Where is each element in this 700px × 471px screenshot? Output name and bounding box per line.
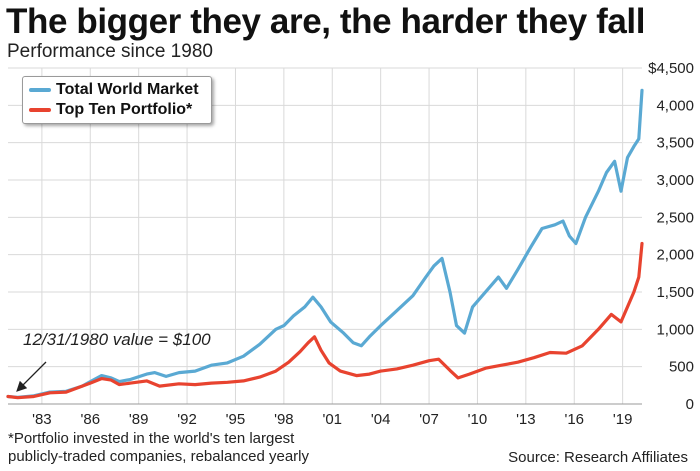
legend-swatch-total-world-market	[29, 88, 51, 92]
legend: Total World Market Top Ten Portfolio*	[22, 76, 212, 124]
x-tick-label: '16	[564, 411, 584, 428]
y-tick-label: 500	[669, 359, 694, 376]
chart-title: The bigger they are, the harder they fal…	[6, 2, 646, 41]
horizontal-gridlines	[8, 67, 642, 405]
y-tick-label: 1,500	[656, 284, 694, 301]
y-tick-label: 3,000	[656, 172, 694, 189]
x-tick-label: '01	[322, 411, 342, 428]
y-tick-label: 1,000	[656, 321, 694, 338]
annotation-label: 12/31/1980 value = $100	[23, 330, 211, 349]
x-tick-label: '86	[80, 411, 100, 428]
y-tick-label: 2,500	[656, 209, 694, 226]
x-tick-label: '13	[516, 411, 536, 428]
y-tick-label: 4,000	[656, 97, 694, 114]
source-credit: Source: Research Affiliates	[508, 449, 688, 466]
legend-label: Total World Market	[56, 81, 199, 98]
x-tick-label: '10	[468, 411, 488, 428]
footnote: *Portfolio invested in the world's ten l…	[8, 430, 309, 465]
series-line-top-ten-portfolio	[6, 241, 644, 400]
x-tick-label: '95	[226, 411, 246, 428]
chart-subtitle: Performance since 1980	[7, 41, 213, 62]
x-axis-ticks: '83 '86 '89 '92 '95 '98 '01 '04 '07 '10 '13 '16 '19	[32, 411, 632, 428]
y-tick-label: 2,000	[656, 247, 694, 264]
x-tick-label: '19	[613, 411, 633, 428]
x-tick-label: '83	[32, 411, 52, 428]
series-line-total-world-market	[6, 88, 644, 399]
x-tick-label: '89	[129, 411, 149, 428]
x-tick-label: '04	[371, 411, 391, 428]
annotation-arrow	[16, 361, 47, 392]
legend-item-top-ten-portfolio: Top Ten Portfolio*	[29, 100, 192, 120]
y-axis-ticks: 0 500 1,000 1,500 2,000 2,500 3,000 3,500 4,000 $…	[648, 60, 694, 413]
y-tick-label: 3,500	[656, 135, 694, 152]
x-tick-label: '92	[177, 411, 197, 428]
legend-item-total-world-market: Total World Market	[29, 80, 199, 100]
legend-swatch-top-ten-portfolio	[29, 108, 51, 112]
y-tick-label: $4,500	[648, 60, 694, 77]
legend-label: Top Ten Portfolio*	[56, 101, 193, 118]
x-tick-label: '98	[274, 411, 294, 428]
x-tick-label: '07	[419, 411, 439, 428]
y-tick-label: 0	[686, 396, 694, 413]
series-lines	[6, 88, 644, 400]
